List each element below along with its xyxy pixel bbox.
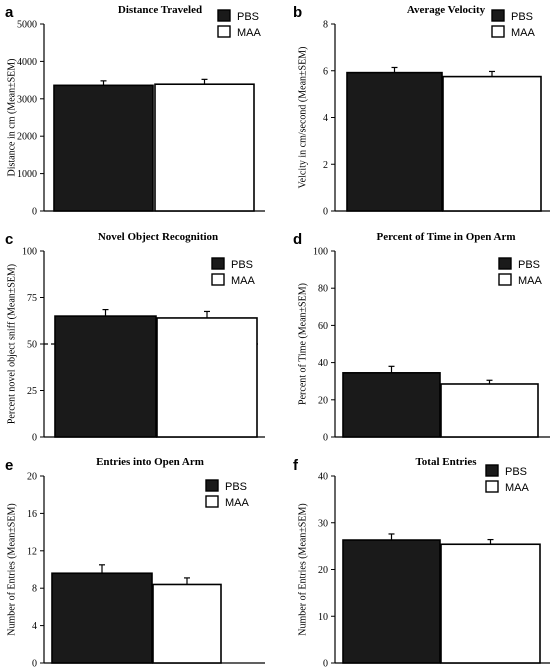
- legend-swatch-maa: [498, 273, 512, 286]
- bar-pbs: [342, 372, 441, 438]
- y-tick-label: 16: [27, 509, 37, 520]
- legend-swatch-maa: [491, 25, 505, 38]
- legend-swatch-pbs: [485, 464, 499, 477]
- y-tick-label: 0: [32, 659, 37, 669]
- y-tick-label: 30: [318, 518, 328, 529]
- y-tick-label: 20: [318, 395, 328, 406]
- y-tick-label: 50: [27, 340, 37, 351]
- legend-swatch-maa: [211, 273, 225, 286]
- chart-title: Percent of Time in Open Arm: [376, 231, 515, 243]
- y-tick-label: 0: [323, 207, 328, 218]
- bar-pbs: [53, 84, 154, 212]
- legend-swatch-pbs: [211, 257, 225, 270]
- legend-label-pbs: PBS: [237, 11, 259, 23]
- legend-label-pbs: PBS: [505, 466, 527, 478]
- y-tick-label: 8: [323, 20, 328, 31]
- y-tick-label: 3000: [17, 94, 37, 105]
- y-tick-label: 100: [22, 247, 37, 258]
- y-axis-label: Velcity in cm/second (Mean±SEM): [298, 47, 309, 189]
- y-axis-label: Number of Entries (Mean±SEM): [298, 503, 309, 635]
- y-tick-label: 20: [318, 565, 328, 576]
- bar-maa: [440, 383, 539, 438]
- chart-panel-d: d Percent of Time in Open Arm Percent of T…: [293, 231, 550, 444]
- legend-label-pbs: PBS: [518, 259, 540, 271]
- y-tick-label: 2: [323, 160, 328, 171]
- y-tick-label: 1000: [17, 169, 37, 180]
- y-tick-label: 80: [318, 284, 328, 295]
- y-tick-label: 8: [32, 584, 37, 595]
- legend-label-maa: MAA: [225, 497, 250, 509]
- legend-swatch-pbs: [205, 479, 219, 492]
- panel-letter: d: [293, 231, 302, 248]
- chart-panel-c: c Novel Object Recognition Percent novel o…: [5, 231, 265, 444]
- bar-maa: [440, 543, 541, 664]
- y-axis-label: Percent of Time (Mean±SEM): [298, 283, 309, 405]
- legend-label-maa: MAA: [518, 275, 543, 287]
- y-tick-label: 4000: [17, 57, 37, 68]
- legend-label-pbs: PBS: [511, 11, 533, 23]
- y-tick-label: 40: [318, 358, 328, 369]
- y-tick-label: 75: [27, 293, 37, 304]
- legend-swatch-pbs: [217, 9, 231, 22]
- y-tick-label: 0: [323, 659, 328, 669]
- legend-swatch-pbs: [498, 257, 512, 270]
- legend-label-pbs: PBS: [225, 481, 247, 493]
- chart-panel-e: e Entries into Open Arm Number of Entries …: [5, 456, 265, 669]
- y-tick-label: 40: [318, 472, 328, 483]
- y-tick-label: 0: [323, 433, 328, 444]
- chart-panel-f: f Total Entries Number of Entries (Mean±SE…: [293, 456, 550, 669]
- legend-label-maa: MAA: [231, 275, 256, 287]
- panel-letter: b: [293, 4, 302, 21]
- panel-letter: c: [5, 231, 13, 248]
- chart-title: Distance Traveled: [118, 4, 202, 16]
- y-tick-label: 60: [318, 321, 328, 332]
- y-tick-label: 100: [313, 247, 328, 258]
- y-tick-label: 6: [323, 66, 328, 77]
- chart-title: Total Entries: [415, 456, 477, 468]
- legend-label-pbs: PBS: [231, 259, 253, 271]
- legend-label-maa: MAA: [505, 482, 530, 494]
- y-tick-label: 20: [27, 472, 37, 483]
- panel-letter: e: [5, 457, 13, 474]
- bar-maa: [156, 317, 258, 438]
- bar-pbs: [342, 539, 441, 664]
- y-tick-label: 12: [27, 546, 37, 557]
- y-tick-label: 2000: [17, 132, 37, 143]
- bar-maa: [152, 583, 222, 664]
- y-tick-label: 5000: [17, 20, 37, 31]
- bar-maa: [442, 75, 542, 212]
- bar-maa: [154, 83, 255, 212]
- legend-swatch-maa: [205, 495, 219, 508]
- chart-panel-b: b Average Velocity Velcity in cm/second (M…: [293, 4, 550, 218]
- y-tick-label: 0: [32, 207, 37, 218]
- panel-letter: f: [293, 457, 299, 474]
- legend-label-maa: MAA: [237, 27, 262, 39]
- y-tick-label: 4: [323, 113, 328, 124]
- y-axis-label: Distance in cm (Mean±SEM): [7, 59, 18, 177]
- chart-panel-a: a Distance Traveled Distance in cm (Mean±S…: [5, 4, 265, 218]
- y-tick-label: 4: [32, 621, 37, 632]
- y-tick-label: 0: [32, 433, 37, 444]
- chart-title: Average Velocity: [407, 4, 486, 16]
- panel-letter: a: [5, 4, 14, 21]
- bar-pbs: [51, 572, 153, 664]
- bar-pbs: [346, 71, 443, 212]
- legend-label-maa: MAA: [511, 27, 536, 39]
- bar-pbs: [54, 315, 157, 438]
- legend-swatch-maa: [485, 480, 499, 493]
- y-tick-label: 10: [318, 612, 328, 623]
- legend-swatch-pbs: [491, 9, 505, 22]
- chart-title: Novel Object Recognition: [98, 231, 218, 243]
- y-axis-label: Number of Entries (Mean±SEM): [7, 503, 18, 635]
- y-tick-label: 25: [27, 386, 37, 397]
- y-axis-label: Percent novel object sniff (Mean±SEM): [7, 264, 18, 424]
- chart-title: Entries into Open Arm: [96, 456, 204, 468]
- legend-swatch-maa: [217, 25, 231, 38]
